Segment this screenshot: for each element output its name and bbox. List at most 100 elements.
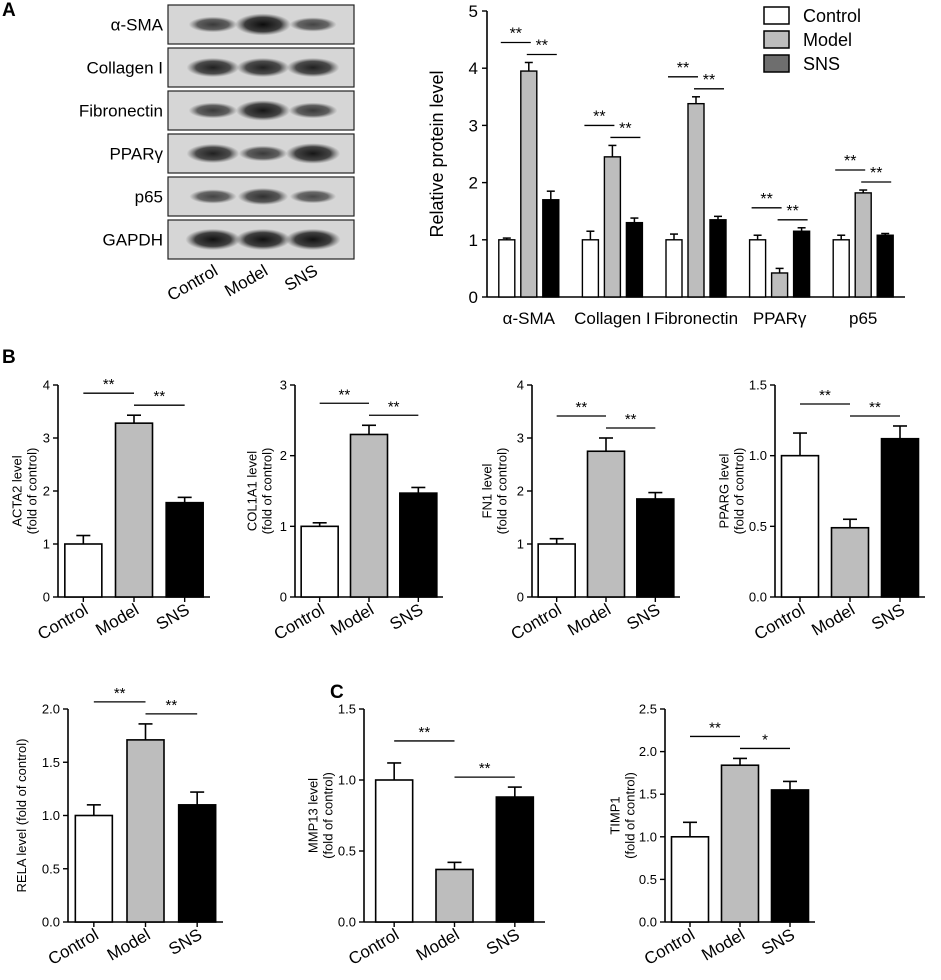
x-tick-label: Model xyxy=(104,925,154,965)
x-tick-label: SNS xyxy=(387,600,427,634)
y-tick-label: 0.5 xyxy=(639,872,657,887)
legend-swatch xyxy=(763,30,790,49)
bar-sns xyxy=(770,789,810,923)
y-axis-label: TIMP1 xyxy=(608,796,623,834)
bar-sns xyxy=(880,437,920,598)
significance-stars: ** xyxy=(703,72,715,89)
y-tick-label: 1 xyxy=(280,519,287,534)
bar-control xyxy=(780,454,820,598)
y-tick-label: 4 xyxy=(517,378,524,393)
significance-stars: ** xyxy=(479,760,491,777)
significance-stars: ** xyxy=(760,191,772,208)
y-axis-label: RELA level (fold of control) xyxy=(14,739,29,893)
y-axis-label: Relative protein level xyxy=(427,70,447,237)
significance-stars: * xyxy=(762,731,768,748)
x-tick-label: Model xyxy=(698,925,748,965)
bar-model xyxy=(520,70,538,298)
blot-band-label: α-SMA xyxy=(111,16,164,35)
chart-C1: 0.0 0.5 1.0 1.5 MMP13 level (fold of control)… xyxy=(306,702,545,969)
y-axis-label: MMP13 level xyxy=(306,778,321,853)
blot-band xyxy=(235,100,291,121)
x-tick-label: Model xyxy=(808,600,858,640)
y-tick-label: 2.0 xyxy=(42,702,60,717)
y-axis-label: (fold of control) xyxy=(260,448,275,535)
significance-stars: ** xyxy=(153,388,165,405)
blot-band xyxy=(285,228,341,251)
y-tick-label: 2 xyxy=(43,484,50,499)
panel-letter-c: C xyxy=(330,682,344,703)
bar-sns xyxy=(165,501,204,598)
bar-sns xyxy=(792,230,811,298)
significance-stars: ** xyxy=(165,697,177,714)
y-tick-label: 0.5 xyxy=(42,861,60,876)
y-tick-label: 3 xyxy=(280,378,287,393)
x-tick-label: Model xyxy=(92,600,142,640)
blot-band xyxy=(235,228,291,251)
bar-model xyxy=(435,868,474,923)
x-tick-label: α-SMA xyxy=(503,309,556,328)
bar-control xyxy=(300,525,339,598)
blot-band-label: Fibronectin xyxy=(79,102,163,121)
y-axis-label: (fold of control) xyxy=(495,448,510,535)
bar-sns xyxy=(399,492,438,598)
blot-band xyxy=(186,143,240,164)
x-tick-label: Model xyxy=(327,600,377,640)
y-tick-label: 0 xyxy=(517,590,524,605)
bar-model xyxy=(770,272,789,298)
y-axis-label: (fold of control) xyxy=(623,772,638,859)
bar-sns xyxy=(495,796,535,923)
chart-B4: 0.0 0.5 1.0 1.5 PPARG level (fold of control)… xyxy=(717,378,925,644)
y-tick-label: 0 xyxy=(280,590,287,605)
legend-label: SNS xyxy=(803,54,840,74)
bar-control xyxy=(832,239,850,298)
chart-B2: 0 1 2 3 COL1A1 level (fold of control) Control… xyxy=(245,378,443,644)
significance-stars: ** xyxy=(103,376,115,393)
bar-model xyxy=(126,739,165,923)
x-tick-label: Control xyxy=(751,600,808,644)
panel-letter-a: A xyxy=(2,0,16,21)
western-blot: α-SMA Collagen I Fibronectin PPARγ p65 GAPDHC… xyxy=(79,4,355,305)
blot-lane-label: Model xyxy=(221,261,271,301)
y-tick-label: 1.0 xyxy=(42,808,60,823)
y-axis-label: COL1A1 level xyxy=(245,451,260,531)
significance-stars: ** xyxy=(593,108,605,125)
legend-label: Model xyxy=(803,30,852,50)
x-tick-label: Control xyxy=(271,600,328,644)
chart-B3: 0 1 2 3 4 FN1 level (fold of control) Control Mo… xyxy=(480,378,680,644)
significance-stars: ** xyxy=(388,398,400,415)
blot-band-label: GAPDH xyxy=(103,231,163,250)
x-tick-label: Control xyxy=(45,925,102,969)
y-tick-label: 2 xyxy=(469,174,478,193)
significance-stars: ** xyxy=(575,399,587,416)
significance-stars: ** xyxy=(677,60,689,77)
significance-stars: ** xyxy=(510,25,522,42)
blot-lane-label: SNS xyxy=(281,261,321,295)
blot-band xyxy=(189,189,237,204)
blot-band xyxy=(285,143,341,164)
bar-model xyxy=(603,156,622,298)
y-tick-label: 0.0 xyxy=(749,590,767,605)
bar-sns xyxy=(709,219,727,298)
y-axis-label: ACTA2 level xyxy=(10,455,25,526)
x-tick-label: Fibronectin xyxy=(654,309,738,328)
bar-sns xyxy=(177,804,217,923)
y-tick-label: 1 xyxy=(517,537,524,552)
blot-band xyxy=(288,102,338,119)
chart-A: 0 1 2 3 4 5 Relative protein level α-SMA ** ** Col… xyxy=(427,2,905,328)
y-tick-label: 1 xyxy=(43,537,50,552)
y-tick-label: 1.5 xyxy=(639,787,657,802)
significance-stars: ** xyxy=(870,165,882,182)
panel-letter-b: B xyxy=(2,347,16,368)
bar-model xyxy=(720,764,760,923)
significance-stars: ** xyxy=(338,386,350,403)
significance-stars: ** xyxy=(418,724,430,741)
x-tick-label: Model xyxy=(413,925,463,965)
x-tick-label: Collagen I xyxy=(574,309,651,328)
blot-band xyxy=(286,57,340,78)
chart-C2: 0.0 0.5 1.0 1.5 2.0 2.5 TIMP1 (fold of control)… xyxy=(608,702,815,969)
bar-sns xyxy=(542,199,560,298)
y-tick-label: 5 xyxy=(469,2,478,21)
y-tick-label: 3 xyxy=(469,116,478,135)
significance-stars: ** xyxy=(625,411,637,428)
